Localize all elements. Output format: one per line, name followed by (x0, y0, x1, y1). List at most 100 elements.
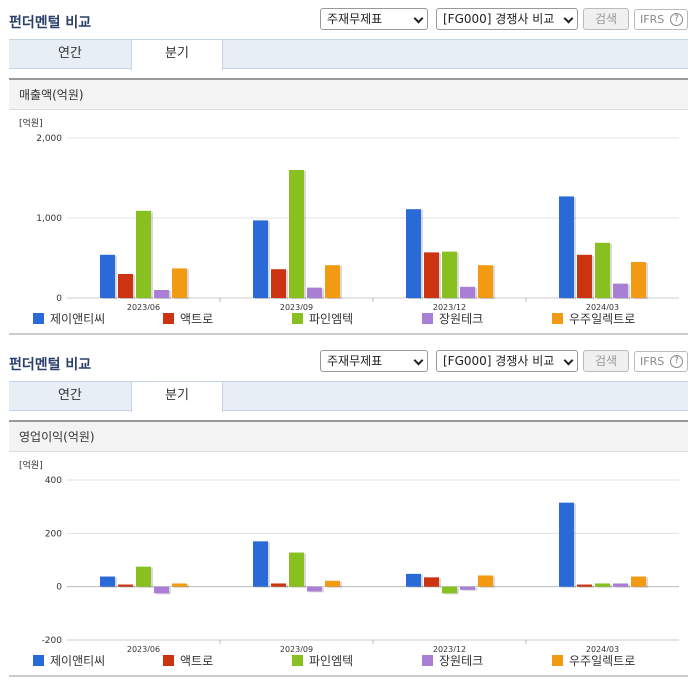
fundamental-section-revenue: 펀더멘털 비교 주재무제표 [FG000] 경쟁사 비교 검색 IFRS ? 연… (9, 8, 688, 335)
legend-label: 우주일렉트로 (569, 312, 636, 326)
legend-swatch (33, 655, 44, 666)
bar (406, 573, 421, 587)
bar (100, 254, 115, 298)
bar (136, 210, 151, 298)
x-tick-label: 2023/09 (280, 303, 313, 310)
legend-swatch (422, 313, 433, 324)
bar (118, 274, 133, 298)
bar (325, 580, 340, 587)
legend-swatch (292, 313, 303, 324)
chart-heading: 매출액(억원) (9, 80, 688, 110)
legend-item[interactable]: 액트로 (163, 311, 213, 327)
y-tick-label: -200 (42, 636, 63, 646)
legend-item[interactable]: 파인엠텍 (292, 653, 353, 669)
search-button[interactable]: 검색 (583, 8, 629, 30)
x-tick-label: 2023/12 (433, 645, 466, 652)
chevron-down-icon (413, 355, 424, 366)
section-title: 펀더멘털 비교 (9, 15, 92, 31)
statement-select[interactable]: 주재무제표 (320, 350, 428, 372)
legend-item[interactable]: 장원테크 (422, 311, 483, 327)
operating-profit-chart: [억원] -200 0 200 400 2023/06 2023/09 2023/12 2024… (19, 459, 679, 652)
bar (289, 552, 304, 587)
legend-label: 우주일렉트로 (569, 654, 636, 668)
bar (478, 575, 493, 587)
legend-label: 제이앤티씨 (50, 312, 106, 326)
legend-swatch (422, 655, 433, 666)
chart-legend: 제이앤티씨 액트로 파인엠텍 장원테크 우주일렉트로 (9, 653, 688, 671)
bar (442, 586, 457, 594)
chart-box: 영업이익(억원) [억원] -200 0 200 400 2023/06 2023/09 20… (9, 420, 688, 677)
help-icon: ? (670, 355, 683, 368)
statement-select-value: 주재무제표 (327, 12, 383, 26)
y-tick-label: 1,000 (36, 214, 62, 224)
tab-annual[interactable]: 연간 (58, 388, 82, 403)
chart-box: 매출액(억원) [억원] 0 1,000 2,000 2023/06 2023/09 202… (9, 78, 688, 335)
legend-item[interactable]: 우주일렉트로 (552, 311, 635, 327)
x-tick-label: 2023/06 (127, 303, 160, 310)
y-tick-label: 0 (56, 294, 62, 304)
y-tick-label: 200 (45, 529, 62, 539)
legend-item[interactable]: 액트로 (163, 653, 213, 669)
y-tick-label: 2,000 (36, 134, 62, 144)
bar (136, 566, 151, 587)
tab-annual[interactable]: 연간 (58, 46, 82, 61)
bar (154, 586, 169, 594)
bar (577, 584, 592, 587)
bar (307, 287, 322, 298)
bar (631, 262, 646, 298)
section-header: 펀더멘털 비교 주재무제표 [FG000] 경쟁사 비교 검색 IFRS ? (0, 342, 696, 374)
bar (478, 265, 493, 298)
bar (424, 252, 439, 298)
compare-select[interactable]: [FG000] 경쟁사 비교 (436, 8, 578, 30)
y-unit-label: [억원] (19, 459, 43, 471)
x-tick-label: 2024/03 (586, 303, 619, 310)
bar (424, 577, 439, 587)
bar (460, 586, 475, 590)
chart-heading: 영업이익(억원) (9, 422, 688, 452)
bar (460, 286, 475, 298)
bar (325, 265, 340, 298)
search-button[interactable]: 검색 (583, 350, 629, 372)
ifrs-button[interactable]: IFRS ? (634, 351, 688, 372)
bar (559, 196, 574, 298)
section-title: 펀더멘털 비교 (9, 357, 92, 373)
bar (100, 576, 115, 587)
legend-swatch (33, 313, 44, 324)
legend-label: 제이앤티씨 (50, 654, 106, 668)
compare-select[interactable]: [FG000] 경쟁사 비교 (436, 350, 578, 372)
y-tick-label: 400 (45, 476, 62, 486)
legend-item[interactable]: 우주일렉트로 (552, 653, 635, 669)
bar (289, 170, 304, 298)
bar (172, 583, 187, 587)
statement-select[interactable]: 주재무제표 (320, 8, 428, 30)
x-tick-label: 2023/06 (127, 645, 160, 652)
bar (613, 583, 628, 587)
legend-swatch (163, 313, 174, 324)
bar (118, 584, 133, 587)
ifrs-button[interactable]: IFRS ? (634, 9, 688, 30)
tab-quarterly[interactable]: 분기 (131, 382, 223, 412)
tab-quarterly[interactable]: 분기 (131, 40, 223, 70)
chevron-down-icon (413, 13, 424, 24)
legend-item[interactable]: 제이앤티씨 (33, 311, 105, 327)
legend-item[interactable]: 파인엠텍 (292, 311, 353, 327)
ifrs-label: IFRS (640, 355, 665, 368)
chevron-down-icon (563, 355, 574, 366)
legend-item[interactable]: 장원테크 (422, 653, 483, 669)
bar (442, 251, 457, 298)
legend-swatch (292, 655, 303, 666)
period-tabs: 연간 분기 (9, 381, 688, 412)
bar (613, 283, 628, 298)
compare-select-value: [FG000] 경쟁사 비교 (443, 354, 555, 368)
legend-label: 액트로 (180, 654, 214, 668)
legend-label: 장원테크 (439, 654, 484, 668)
x-tick-label: 2023/12 (433, 303, 466, 310)
bar (631, 576, 646, 587)
legend-item[interactable]: 제이앤티씨 (33, 653, 105, 669)
chevron-down-icon (563, 13, 574, 24)
bar (253, 220, 268, 298)
x-tick-label: 2023/09 (280, 645, 313, 652)
bar (307, 586, 322, 592)
ifrs-label: IFRS (640, 13, 665, 26)
bar (172, 268, 187, 298)
